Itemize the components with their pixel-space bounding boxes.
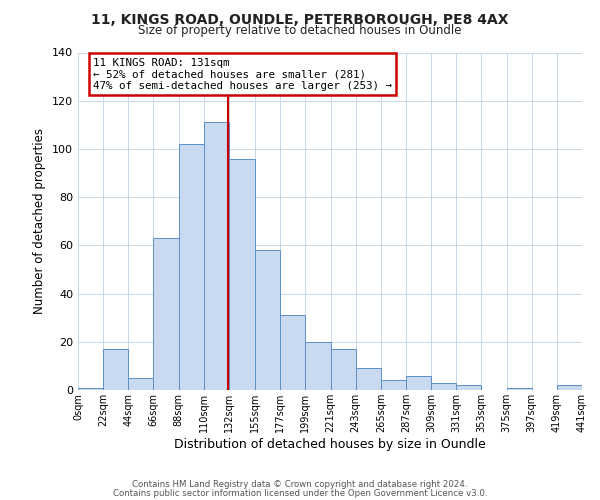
- Bar: [255, 250, 280, 390]
- Text: Contains public sector information licensed under the Open Government Licence v3: Contains public sector information licen…: [113, 488, 487, 498]
- Bar: [331, 349, 356, 390]
- X-axis label: Distribution of detached houses by size in Oundle: Distribution of detached houses by size …: [174, 438, 486, 450]
- Bar: [154, 238, 179, 390]
- Y-axis label: Number of detached properties: Number of detached properties: [34, 128, 46, 314]
- Bar: [506, 388, 532, 390]
- Bar: [229, 158, 255, 390]
- Bar: [280, 316, 305, 390]
- Bar: [557, 385, 582, 390]
- Text: Size of property relative to detached houses in Oundle: Size of property relative to detached ho…: [138, 24, 462, 37]
- Bar: [128, 378, 154, 390]
- Bar: [179, 144, 204, 390]
- Bar: [204, 122, 229, 390]
- Text: 11, KINGS ROAD, OUNDLE, PETERBOROUGH, PE8 4AX: 11, KINGS ROAD, OUNDLE, PETERBOROUGH, PE…: [91, 12, 509, 26]
- Text: 11 KINGS ROAD: 131sqm
← 52% of detached houses are smaller (281)
47% of semi-det: 11 KINGS ROAD: 131sqm ← 52% of detached …: [93, 58, 392, 91]
- Bar: [431, 383, 456, 390]
- Bar: [456, 385, 481, 390]
- Bar: [356, 368, 381, 390]
- Bar: [305, 342, 331, 390]
- Bar: [103, 349, 128, 390]
- Bar: [406, 376, 431, 390]
- Bar: [78, 388, 103, 390]
- Text: Contains HM Land Registry data © Crown copyright and database right 2024.: Contains HM Land Registry data © Crown c…: [132, 480, 468, 489]
- Bar: [381, 380, 406, 390]
